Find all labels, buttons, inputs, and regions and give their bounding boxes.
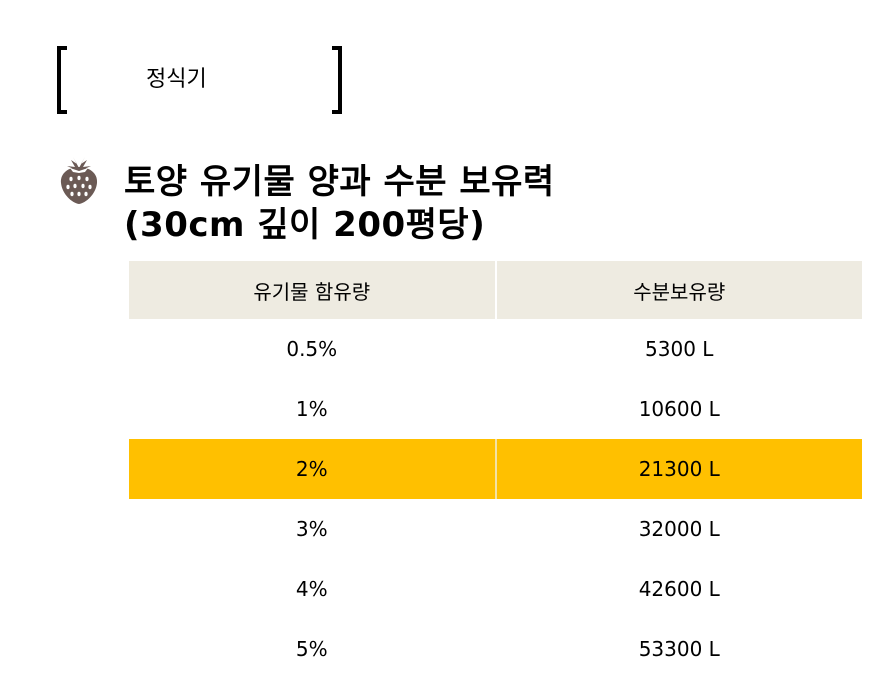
cell-water: 5300 L (645, 337, 714, 361)
table-row-highlighted: 2% 21300 L (129, 439, 862, 499)
cell-water: 10600 L (638, 397, 720, 421)
table-row: 4% 42600 L (129, 559, 862, 619)
table-header-row: 유기물 함유량 수분보유량 (129, 261, 862, 319)
cell-water: 32000 L (638, 517, 720, 541)
cell-water: 21300 L (495, 439, 862, 499)
cell-organic: 3% (129, 499, 497, 559)
table-row: 0.5% 5300 L (129, 319, 862, 379)
cell-organic: 0.5% (129, 319, 497, 379)
page-title: 토양 유기물 양과 수분 보유력 (30cm 깊이 200평당) (124, 161, 555, 247)
data-table: 유기물 함유량 수분보유량 0.5% 5300 L 1% 10600 L 2% … (129, 261, 862, 679)
table-row: 5% 53300 L (129, 619, 862, 679)
strawberry-icon (60, 157, 98, 204)
table-row: 1% 10600 L (129, 379, 862, 439)
cell-water: 42600 L (638, 577, 720, 601)
left-bracket (57, 46, 67, 114)
header-organic-content: 유기물 함유량 (129, 261, 497, 319)
title-line-2: (30cm 깊이 200평당) (124, 205, 486, 245)
title-line-1: 토양 유기물 양과 수분 보유력 (124, 162, 555, 202)
section-label: 정식기 (146, 67, 207, 92)
cell-water: 53300 L (638, 637, 720, 661)
cell-organic: 2% (129, 439, 497, 499)
table-row: 3% 32000 L (129, 499, 862, 559)
cell-organic: 4% (129, 559, 497, 619)
right-bracket (332, 46, 342, 114)
header-water-retention: 수분보유량 (495, 261, 862, 319)
cell-organic: 1% (129, 379, 497, 439)
cell-organic: 5% (129, 619, 497, 679)
